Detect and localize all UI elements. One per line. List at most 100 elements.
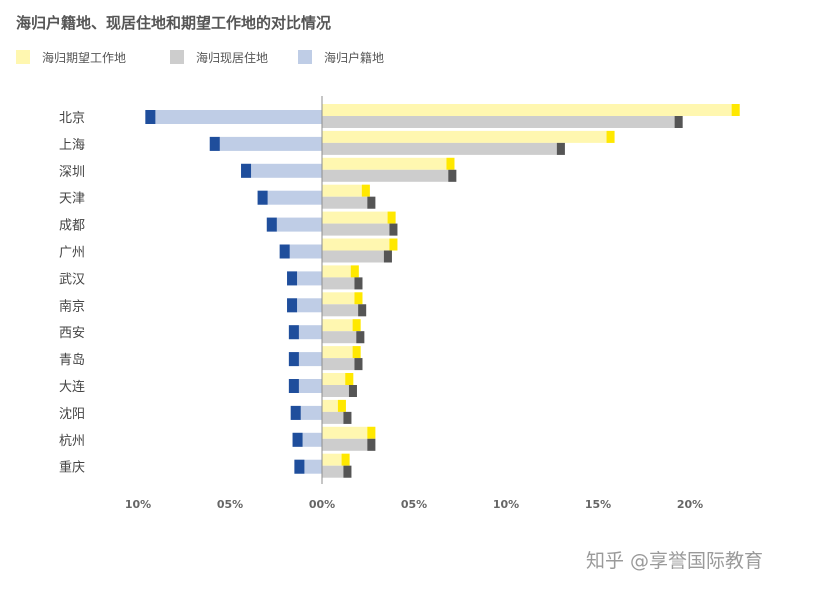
bar-expected-work-cap — [361, 184, 370, 197]
legend-label-expected-work: 海归期望工作地 — [42, 51, 127, 65]
watermark: 知乎 @享誉国际教育 — [586, 550, 764, 572]
bar-current-residence — [322, 304, 367, 317]
chart-title: 海归户籍地、现居住地和期望工作地的对比情况 — [16, 14, 332, 32]
category-label: 青岛 — [59, 352, 85, 368]
bar-expected-work-cap — [352, 319, 361, 332]
bar-hometown-cap — [266, 217, 277, 232]
bar-current-residence — [322, 385, 357, 397]
bar-current-residence-cap — [556, 142, 565, 155]
category-label: 天津 — [59, 192, 85, 207]
bar-current-residence-cap — [356, 331, 365, 344]
bar-expected-work — [322, 319, 361, 332]
bar-expected-work-cap — [389, 238, 398, 251]
bar-hometown-cap — [145, 110, 156, 124]
category-label: 大连 — [59, 379, 85, 395]
bar-expected-work-cap — [345, 373, 354, 385]
x-tick-label: 05% — [401, 498, 427, 511]
bar-current-residence — [322, 116, 683, 128]
category-label: 上海 — [59, 138, 85, 153]
bar-current-residence — [322, 438, 376, 451]
bar-expected-work — [322, 157, 455, 170]
bar-expected-work-cap — [387, 211, 396, 224]
bar-expected-work-cap — [731, 104, 740, 116]
bar-current-residence — [322, 196, 376, 209]
bar-current-residence-cap — [448, 169, 457, 182]
category-label: 西安 — [59, 326, 85, 341]
bar-expected-work-cap — [337, 399, 346, 412]
bar-expected-work-cap — [350, 265, 359, 278]
bar-expected-work — [322, 265, 359, 278]
category-label: 杭州 — [59, 434, 85, 449]
bar-current-residence-cap — [383, 250, 392, 263]
bar-current-residence — [322, 250, 392, 263]
bar-current-residence — [322, 331, 365, 344]
legend-swatch-hometown — [298, 50, 312, 64]
bar-hometown — [266, 217, 322, 232]
x-tick-label: 10% — [493, 498, 519, 511]
x-tick-label: 00% — [309, 498, 335, 511]
bar-hometown-cap — [288, 379, 299, 393]
bar-expected-work-cap — [367, 426, 376, 439]
bar-current-residence-cap — [343, 465, 352, 478]
bar-current-residence — [322, 169, 457, 182]
bar-hometown-cap — [287, 298, 298, 313]
category-label: 重庆 — [59, 460, 85, 476]
x-tick-label: 15% — [585, 498, 611, 511]
category-label: 南京 — [59, 298, 85, 314]
bar-hometown-cap — [292, 432, 303, 447]
bar-hometown-cap — [290, 405, 301, 420]
bar-hometown-cap — [241, 163, 252, 178]
bar-hometown-cap — [209, 136, 220, 151]
bar-hometown — [145, 110, 322, 124]
bar-expected-work — [322, 184, 370, 197]
bar-expected-work-cap — [354, 292, 363, 305]
bar-current-residence — [322, 142, 565, 155]
category-label: 北京 — [59, 111, 85, 126]
bar-expected-work — [322, 104, 740, 116]
category-label: 广州 — [59, 246, 85, 261]
bar-current-residence-cap — [348, 385, 357, 397]
bar-expected-work-cap — [446, 157, 455, 170]
bar-current-residence-cap — [389, 223, 398, 236]
bar-expected-work — [322, 130, 615, 143]
bar-current-residence-cap — [354, 358, 363, 371]
bar-expected-work — [322, 292, 363, 305]
x-tick-label: 05% — [217, 498, 243, 511]
bar-hometown-cap — [288, 325, 299, 340]
bar-expected-work-cap — [352, 346, 361, 359]
bar-current-residence — [322, 358, 363, 371]
category-label: 成都 — [59, 219, 85, 234]
legend-swatch-expected-work — [16, 50, 30, 64]
bar-expected-work-cap — [341, 453, 350, 466]
category-label: 沈阳 — [59, 407, 85, 422]
bar-hometown — [279, 244, 322, 259]
bar-hometown-cap — [257, 190, 268, 205]
x-tick-label: 20% — [677, 498, 703, 511]
bar-expected-work — [322, 426, 376, 439]
bar-current-residence-cap — [674, 116, 683, 128]
bar-current-residence-cap — [354, 277, 363, 290]
bar-expected-work-cap — [606, 130, 615, 143]
bar-expected-work — [322, 238, 398, 251]
bar-current-residence-cap — [367, 196, 376, 209]
bar-expected-work — [322, 346, 361, 359]
x-tick-label: 10% — [125, 498, 151, 511]
bar-hometown — [241, 163, 322, 178]
bar-current-residence — [322, 277, 363, 290]
bar-hometown-cap — [279, 244, 290, 259]
bar-current-residence — [322, 223, 398, 236]
bar-hometown-cap — [288, 352, 299, 367]
bar-hometown — [209, 136, 322, 151]
bar-current-residence-cap — [358, 304, 367, 317]
bar-current-residence-cap — [367, 438, 376, 451]
bar-hometown — [257, 190, 322, 205]
legend-swatch-current-residence — [170, 50, 184, 64]
bar-expected-work — [322, 211, 396, 224]
category-label: 武汉 — [59, 272, 85, 287]
legend-label-hometown: 海归户籍地 — [324, 51, 385, 65]
legend-label-current-residence: 海归现居住地 — [196, 51, 269, 65]
bar-current-residence-cap — [343, 411, 352, 424]
category-label: 深圳 — [59, 165, 85, 180]
bar-hometown-cap — [287, 271, 298, 286]
